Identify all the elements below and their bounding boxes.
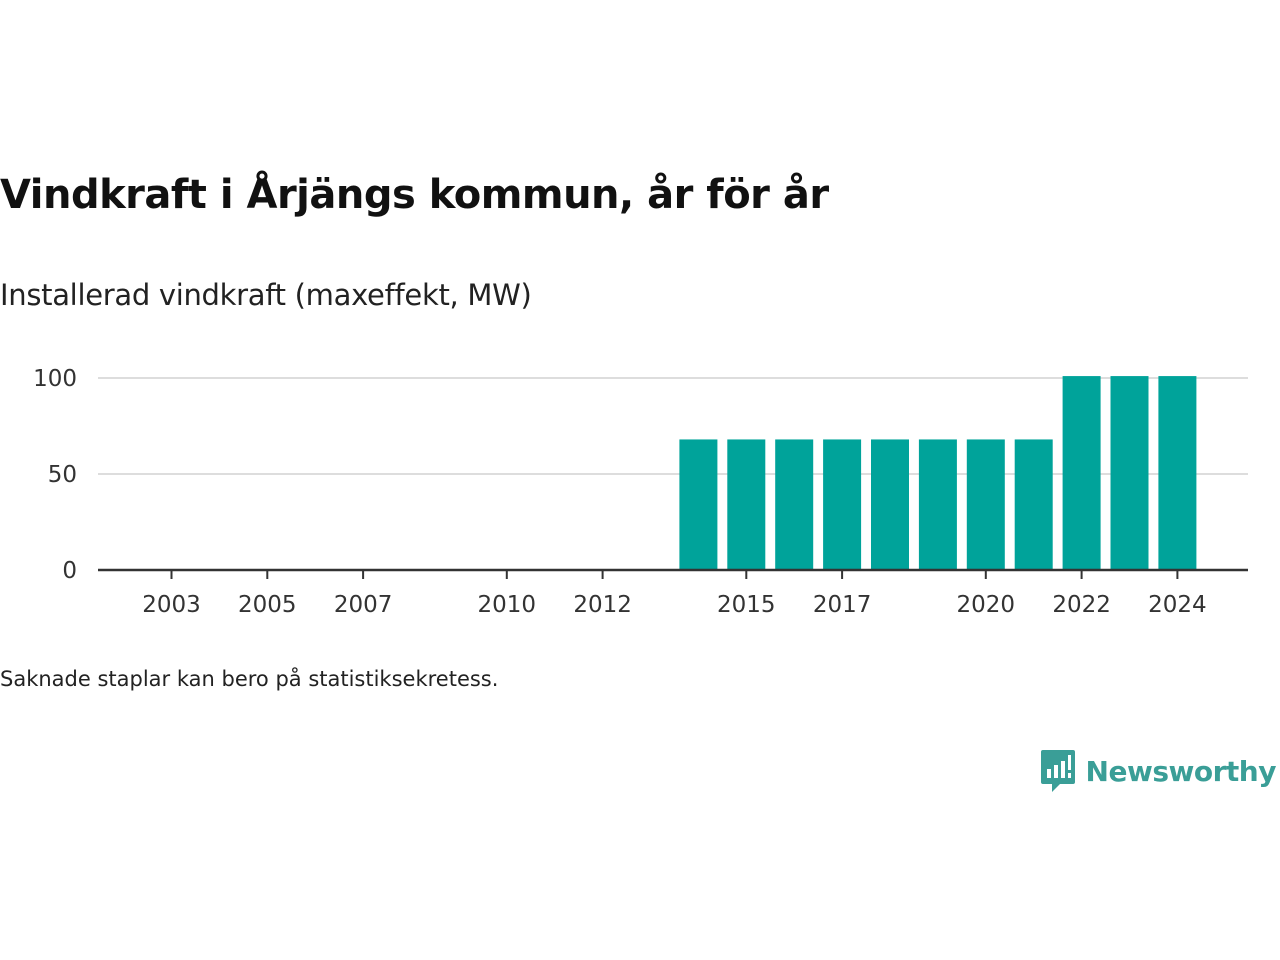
y-axis: 0 50 100 [33, 366, 77, 584]
bar-2019 [918, 439, 957, 570]
footnote: Saknade staplar kan bero på statistiksek… [0, 667, 499, 691]
chart-title: Vindkraft i Årjängs kommun, år för år [0, 172, 829, 218]
gridlines [98, 377, 1248, 475]
bar-2022 [1062, 376, 1101, 570]
x-tick-label: 2003 [142, 592, 201, 618]
bar-2023 [1110, 376, 1149, 570]
bar-chart: 2003 2005 2007 2010 2012 2015 2017 2020 2022 2024… [33, 366, 1248, 618]
x-tick-label: 2022 [1052, 592, 1111, 618]
logo-text: Newsworthy [1085, 754, 1277, 788]
x-tick-label: 2017 [813, 592, 872, 618]
x-tick-label: 2005 [238, 592, 297, 618]
x-tick-label: 2007 [334, 592, 393, 618]
bar-2018 [871, 439, 909, 570]
bar-2021 [1014, 439, 1053, 570]
x-tick-label: 2015 [717, 592, 776, 618]
x-tick-label: 2010 [478, 592, 537, 618]
newsworthy-logo: Newsworthy [1040, 749, 1277, 793]
x-axis: 2003 2005 2007 2010 2012 2015 2017 2020 2022 2024 [98, 568, 1248, 618]
y-tick-label: 100 [33, 366, 77, 392]
bar-2014 [679, 439, 718, 570]
bar-2017 [823, 439, 862, 570]
bars [679, 376, 1197, 570]
bar-2016 [775, 439, 814, 570]
x-tick-label: 2024 [1148, 592, 1207, 618]
bar-2020 [966, 439, 1005, 570]
x-tick-label: 2012 [573, 592, 632, 618]
x-tick-label: 2020 [957, 592, 1016, 618]
y-tick-label: 50 [48, 462, 77, 488]
chart-subtitle: Installerad vindkraft (maxeffekt, MW) [0, 278, 532, 312]
bar-2015 [727, 439, 766, 570]
bar-2024 [1158, 376, 1197, 570]
chart-bubble-icon [1040, 750, 1075, 792]
y-tick-label: 0 [62, 558, 77, 584]
